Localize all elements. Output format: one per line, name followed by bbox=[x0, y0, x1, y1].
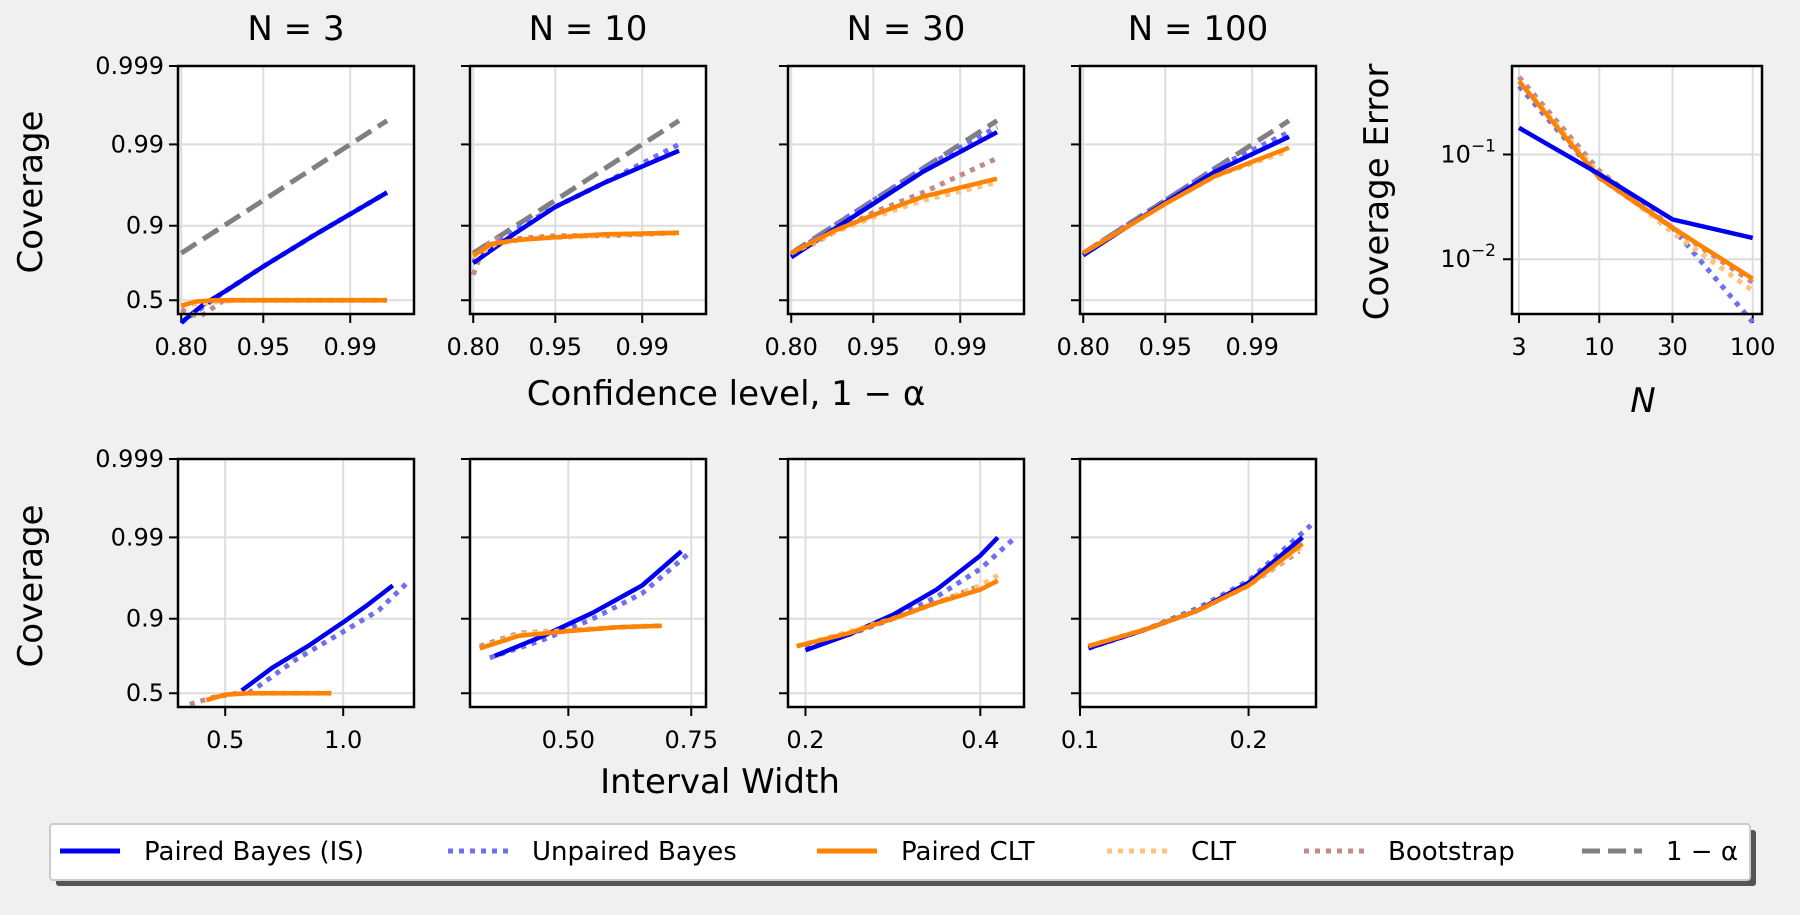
legend-label-paired_bayes: Paired Bayes (IS) bbox=[144, 837, 364, 867]
legend-label-bootstrap: Bootstrap bbox=[1388, 837, 1515, 867]
top-panel-n3-y-tick-label: 0.9 bbox=[126, 212, 164, 240]
bottom-panel-n30-frame bbox=[786, 457, 1026, 709]
coverage-error-y-tick-label: 10−2 bbox=[1440, 241, 1496, 273]
bottom-panel-n3-series-paired_bayes bbox=[240, 583, 395, 693]
legend-label-clt: CLT bbox=[1191, 837, 1236, 867]
bottom-panel-n100-background bbox=[1080, 459, 1316, 707]
bottom-panel-n10-x-tick-label: 0.50 bbox=[542, 726, 595, 754]
coverage-error-series-paired_clt bbox=[1517, 79, 1754, 281]
top-panel-n10-title: N = 10 bbox=[529, 9, 648, 49]
legend-label-nominal: 1 − α bbox=[1666, 837, 1738, 867]
coverage-error-panel-frame bbox=[1510, 64, 1764, 316]
top-panel-n10-x-tick-label: 0.95 bbox=[529, 333, 582, 361]
top-panel-n10-x-tick-label: 0.99 bbox=[616, 333, 669, 361]
bottom-panel-n3-y-tick-label: 0.9 bbox=[126, 605, 164, 633]
top-panel-n30-background bbox=[788, 66, 1024, 314]
top-panel-n10-series-paired_clt bbox=[472, 230, 680, 258]
bottom-panel-n3-series-paired_clt bbox=[205, 690, 332, 703]
top-panel-n100-x-tick-label: 0.95 bbox=[1139, 333, 1192, 361]
bottom-panel-n100-frame bbox=[1078, 457, 1318, 709]
top-panel-n10-series-nominal bbox=[471, 118, 681, 256]
top-panel-n100-x-tick-label: 0.99 bbox=[1226, 333, 1279, 361]
n-axis-label: N bbox=[1630, 381, 1655, 421]
top-panel-n3-y-tick-label: 0.999 bbox=[95, 52, 164, 80]
top-panel-n3-x-tick-label: 0.80 bbox=[155, 333, 208, 361]
bottom-panel-n10-series-unpaired_bayes bbox=[488, 549, 693, 661]
bottom-panel-n3-frame bbox=[176, 457, 416, 709]
bottom-panel-n30-series-unpaired_bayes bbox=[804, 535, 1017, 651]
top-panel-n10-frame bbox=[468, 64, 708, 316]
bottom-panel-n100-x-tick-label: 0.2 bbox=[1229, 726, 1267, 754]
legend-box bbox=[49, 823, 1751, 881]
bottom-panel-n3-y-tick-label: 0.99 bbox=[111, 523, 164, 551]
bottom-panel-n10-frame bbox=[468, 457, 708, 709]
top-panel-n100-title: N = 100 bbox=[1128, 9, 1268, 49]
coverage-error-series-paired_bayes bbox=[1517, 125, 1754, 241]
legend-label-paired_clt: Paired CLT bbox=[901, 837, 1035, 867]
top-panel-n30-frame bbox=[786, 64, 1026, 316]
bottom-panel-n30-series-paired_clt bbox=[796, 578, 999, 649]
coverage-error-y-tick-label: 10−1 bbox=[1440, 137, 1496, 169]
top-panel-n3-x-tick-label: 0.95 bbox=[237, 333, 290, 361]
top-panel-n100-background bbox=[1080, 66, 1316, 314]
bottom-panel-n3-x-tick-label: 0.5 bbox=[206, 726, 244, 754]
legend: Paired Bayes (IS) Unpaired Bayes Paired CL… bbox=[49, 823, 1756, 886]
top-panel-n100-series-paired_clt bbox=[1082, 145, 1290, 256]
bottom-panel-n10-series-paired_bayes bbox=[493, 549, 683, 659]
top-panel-n30-series-unpaired_bayes bbox=[789, 124, 999, 258]
top-panel-n3-y-tick-label: 0.5 bbox=[126, 286, 164, 314]
bottom-panel-n100-series-paired_clt bbox=[1087, 541, 1304, 649]
bottom-panel-n3-background bbox=[178, 459, 414, 707]
top-panel-n3-background bbox=[178, 66, 414, 314]
top-panel-n3-x-tick-label: 0.99 bbox=[324, 333, 377, 361]
top-panel-n3-series-paired_clt bbox=[180, 297, 387, 308]
coverage-axis-label-bottom: Coverage bbox=[11, 505, 51, 668]
coverage-error-x-tick-label: 30 bbox=[1657, 333, 1688, 361]
coverage-error-axis-label: Coverage Error bbox=[1357, 64, 1397, 321]
top-panel-n30-series-bootstrap bbox=[790, 156, 999, 258]
top-panel-n30-x-tick-label: 0.80 bbox=[765, 333, 818, 361]
coverage-error-panel-background bbox=[1512, 66, 1762, 314]
top-panel-n3-y-tick-label: 0.99 bbox=[111, 130, 164, 158]
top-panel-n30-series-paired_clt bbox=[790, 176, 998, 256]
top-panel-n10-x-tick-label: 0.80 bbox=[447, 333, 500, 361]
bottom-panel-n3-y-tick-label: 0.999 bbox=[95, 445, 164, 473]
top-panel-n30-x-tick-label: 0.99 bbox=[934, 333, 987, 361]
bottom-panel-n10-series-paired_clt bbox=[479, 623, 662, 651]
bottom-panel-n100-series-unpaired_bayes bbox=[1087, 523, 1313, 651]
confidence-level-axis-label: Confidence level, 1 − α bbox=[527, 374, 926, 414]
interval-width-axis-label: Interval Width bbox=[600, 762, 840, 802]
bottom-panel-n10-background bbox=[470, 459, 706, 707]
bottom-panel-n30-x-tick-label: 0.4 bbox=[961, 726, 999, 754]
chart-panels: 0.80 0.95 0.99 0.5 0.9 0.99 0.999 N = 3 0.80 0.95… bbox=[95, 9, 1775, 754]
top-panel-n30-x-tick-label: 0.95 bbox=[847, 333, 900, 361]
top-panel-n3-series-nominal bbox=[179, 118, 389, 256]
coverage-axis-label-top: Coverage bbox=[11, 111, 51, 274]
top-panel-n100-x-tick-label: 0.80 bbox=[1057, 333, 1110, 361]
top-panel-n30-title: N = 30 bbox=[847, 9, 966, 49]
top-panel-n10-series-unpaired_bayes bbox=[471, 142, 681, 264]
top-panel-n3-title: N = 3 bbox=[247, 9, 344, 49]
coverage-error-x-tick-label: 3 bbox=[1511, 333, 1526, 361]
coverage-error-x-tick-label: 10 bbox=[1584, 333, 1615, 361]
bottom-panel-n100-x-tick-label: 0.1 bbox=[1061, 726, 1099, 754]
bottom-panel-n3-series-unpaired_bayes bbox=[247, 579, 412, 696]
top-panel-n30-series-nominal bbox=[789, 118, 999, 256]
top-panel-n100-frame bbox=[1078, 64, 1318, 316]
bottom-panel-n3-x-tick-label: 1.0 bbox=[324, 726, 362, 754]
coverage-error-x-tick-label: 100 bbox=[1730, 333, 1776, 361]
legend-items: Paired Bayes (IS) Unpaired Bayes Paired CL… bbox=[60, 837, 1738, 867]
bottom-panel-n30-x-tick-label: 0.2 bbox=[786, 726, 824, 754]
legend-label-unpaired_bayes: Unpaired Bayes bbox=[532, 837, 737, 867]
top-panel-n3-frame bbox=[176, 64, 416, 316]
bottom-panel-n10-x-tick-label: 0.75 bbox=[665, 726, 718, 754]
bottom-panel-n3-y-tick-label: 0.5 bbox=[126, 679, 164, 707]
